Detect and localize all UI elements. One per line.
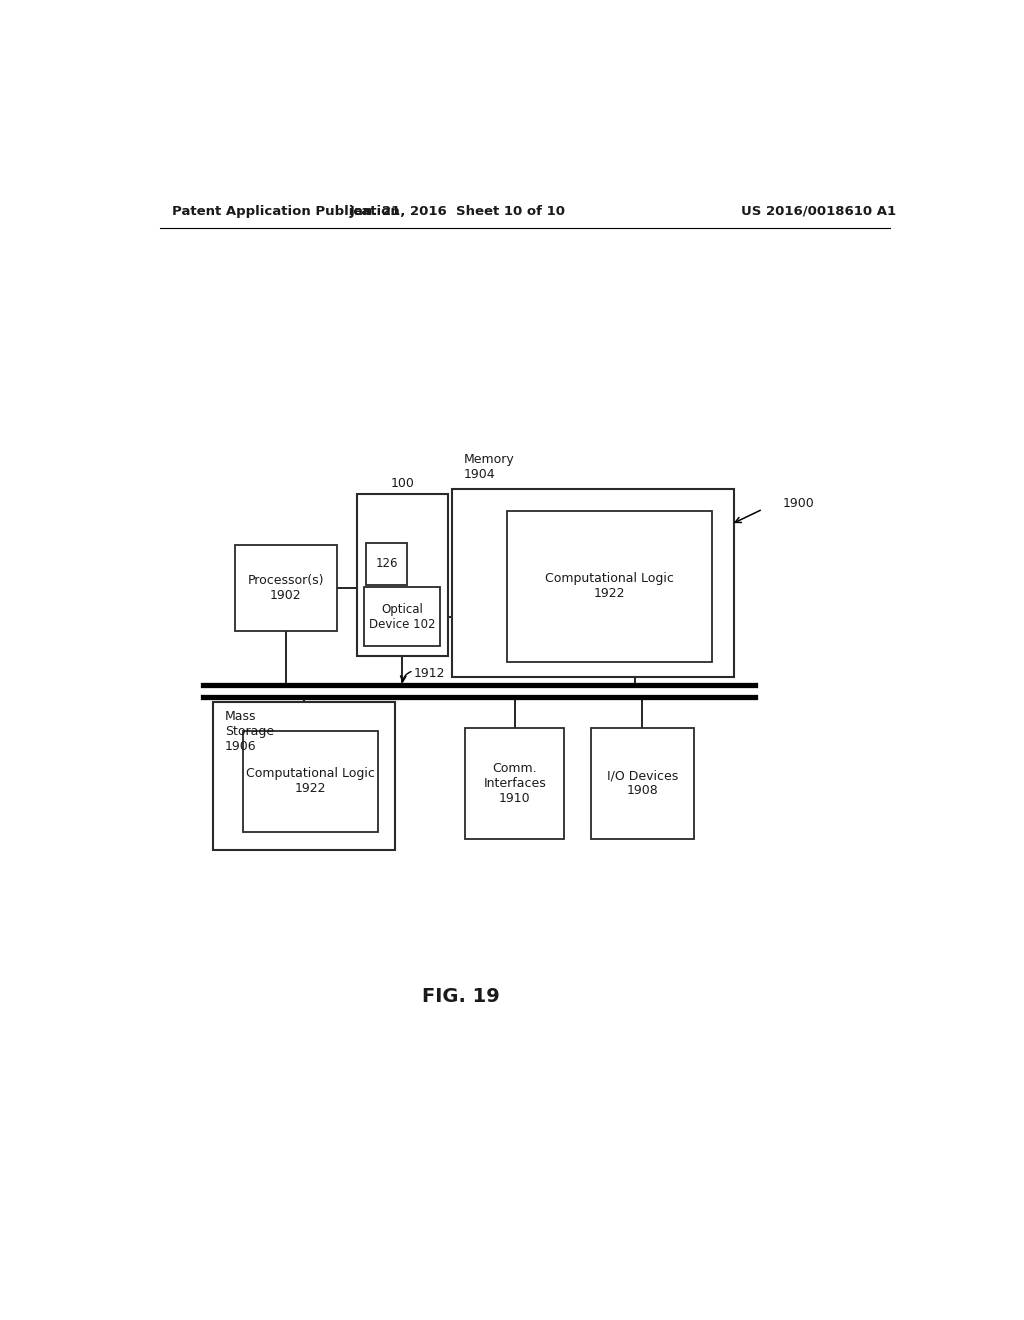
Bar	[465, 727, 564, 840]
Text: Processor(s)
1902: Processor(s) 1902	[248, 574, 325, 602]
Bar	[507, 511, 712, 661]
Text: 100: 100	[390, 477, 414, 490]
Text: Optical
Device 102: Optical Device 102	[369, 603, 435, 631]
Text: 1912: 1912	[414, 667, 445, 680]
Text: Mass
Storage
1906: Mass Storage 1906	[225, 710, 274, 754]
Text: 1900: 1900	[782, 498, 814, 511]
Bar	[591, 727, 694, 840]
Bar	[365, 587, 440, 647]
Text: Jan. 21, 2016  Sheet 10 of 10: Jan. 21, 2016 Sheet 10 of 10	[349, 205, 565, 218]
Text: Comm.
Interfaces
1910: Comm. Interfaces 1910	[483, 762, 546, 805]
Bar	[452, 488, 733, 677]
Text: FIG. 19: FIG. 19	[423, 987, 500, 1006]
Text: Patent Application Publication: Patent Application Publication	[172, 205, 399, 218]
Text: Memory
1904: Memory 1904	[464, 453, 514, 480]
Bar	[356, 494, 447, 656]
Bar	[243, 731, 378, 833]
Text: 126: 126	[376, 557, 398, 570]
Text: US 2016/0018610 A1: US 2016/0018610 A1	[741, 205, 896, 218]
Text: I/O Devices
1908: I/O Devices 1908	[606, 770, 678, 797]
Bar	[236, 545, 337, 631]
Text: Computational Logic
1922: Computational Logic 1922	[545, 573, 674, 601]
Bar	[367, 543, 408, 585]
Bar	[213, 702, 395, 850]
Text: Computational Logic
1922: Computational Logic 1922	[246, 767, 375, 796]
